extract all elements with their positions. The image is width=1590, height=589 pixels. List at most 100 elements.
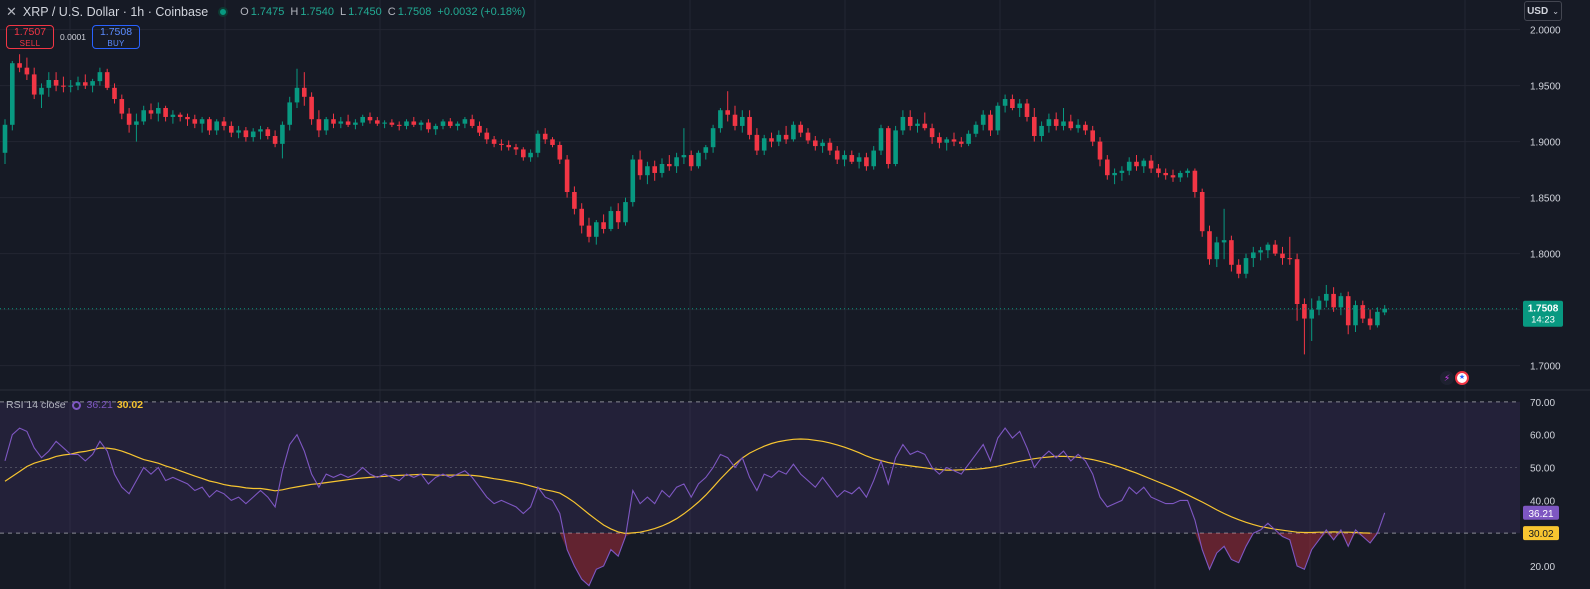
candle-body: [1134, 161, 1139, 167]
candle-body: [1061, 121, 1066, 126]
candle-body: [46, 80, 52, 88]
candle-body: [1367, 318, 1373, 326]
candle-body: [236, 130, 241, 133]
candle-body: [827, 142, 833, 151]
candle-body: [294, 87, 300, 103]
candle-body: [287, 102, 292, 125]
candle-body: [820, 142, 825, 147]
candle-body: [1112, 172, 1117, 176]
currency-label: USD: [1527, 5, 1549, 17]
rsi-ma-legend-value: 30.02: [116, 399, 144, 411]
us-flag-icon[interactable]: ★: [1455, 371, 1469, 385]
candle-body: [681, 155, 687, 158]
candle-body: [594, 222, 599, 237]
candle-body: [396, 124, 402, 126]
rsi-value-label: 36.21: [1528, 509, 1553, 520]
candle-body: [834, 150, 840, 160]
rsi-tick-label: 40.00: [1530, 496, 1555, 507]
candle-body: [280, 124, 285, 144]
candle-body: [645, 166, 650, 176]
close-icon[interactable]: ✕: [6, 4, 17, 19]
candle-body: [761, 138, 767, 151]
candle-body: [1199, 192, 1205, 232]
candle-body: [411, 121, 417, 125]
rsi-value-tag: [1523, 505, 1559, 520]
candle-body: [878, 128, 884, 151]
candle-body: [1353, 305, 1358, 326]
candle-body: [1156, 168, 1161, 173]
candle-body: [440, 121, 446, 126]
rsi-title[interactable]: RSI 14 close: [6, 399, 66, 411]
candle-body: [214, 121, 219, 131]
lightning-icon[interactable]: ⚡: [1440, 371, 1454, 385]
candle-body: [652, 166, 657, 173]
trade-panel: 1.7507 SELL 0.0001 1.7508 BUY: [6, 24, 140, 50]
candle-body: [199, 119, 205, 124]
rsi-tick-label: 20.00: [1530, 562, 1555, 573]
candle-body: [360, 116, 365, 123]
candle-body: [156, 108, 161, 114]
low-label: L: [340, 6, 347, 18]
candle-body: [367, 116, 373, 121]
sell-button[interactable]: 1.7507 SELL: [6, 25, 54, 49]
open-value: 1.7475: [250, 6, 285, 18]
candle-body: [375, 120, 380, 124]
candle-body: [564, 159, 570, 192]
candle-body: [1192, 170, 1198, 192]
candle-body: [637, 159, 643, 176]
candle-body: [630, 159, 636, 203]
rsi-pane: [0, 401, 1520, 587]
candle-body: [842, 155, 847, 160]
candle-body: [1243, 258, 1249, 274]
candle-body: [258, 129, 263, 132]
candle-body: [521, 149, 526, 158]
rsi-settings-icon[interactable]: [71, 400, 81, 410]
candle-body: [1331, 293, 1336, 308]
candle-body: [1345, 296, 1351, 326]
countdown-label: 14:23: [1531, 315, 1555, 326]
rsi-tick-label: 70.00: [1530, 398, 1555, 409]
price-axis[interactable]: 1.70001.75001.80001.85001.90001.95002.00…: [1523, 26, 1563, 573]
candle-body: [615, 211, 621, 223]
market-status-icon[interactable]: [218, 7, 229, 17]
symbol-title[interactable]: XRP / U.S. Dollar · 1h · Coinbase: [22, 5, 209, 19]
candle-body: [1083, 124, 1088, 131]
candle-body: [331, 119, 336, 124]
candle-body: [783, 134, 789, 140]
candle-body: [1316, 300, 1322, 310]
candle-body: [959, 141, 964, 144]
candle-body: [1258, 250, 1263, 253]
candle-body: [725, 110, 730, 115]
candle-body: [929, 128, 935, 138]
candle-body: [1105, 159, 1110, 176]
buy-button[interactable]: 1.7508 BUY: [92, 25, 140, 49]
currency-select[interactable]: USD ⌄: [1524, 1, 1562, 21]
candle-body: [659, 164, 665, 173]
high-value: 1.7540: [300, 6, 334, 18]
candle-body: [1097, 141, 1103, 160]
candle-body: [462, 119, 468, 124]
candle-body: [1119, 170, 1125, 173]
candle-body: [448, 121, 453, 126]
candle-body: [528, 152, 533, 158]
price-tick-label: 1.7000: [1530, 362, 1561, 373]
candle-body: [119, 99, 125, 114]
candle-body: [623, 202, 628, 223]
candle-body: [849, 155, 855, 162]
price-tick-label: 2.0000: [1530, 26, 1561, 37]
price-tick-label: 1.8000: [1530, 250, 1561, 261]
candle-body: [1375, 311, 1380, 326]
rsi-legend: RSI 14 close 36.21 30.02: [6, 398, 143, 412]
candle-body: [1068, 121, 1074, 129]
candle-body: [1141, 160, 1147, 167]
candle-body: [272, 136, 278, 144]
candle-body: [1039, 125, 1044, 136]
candle-body: [710, 128, 716, 148]
buy-price: 1.7508: [99, 26, 133, 38]
candle-body: [542, 133, 548, 140]
candle-body: [426, 122, 431, 130]
price-tick-label: 1.9000: [1530, 138, 1561, 149]
candle-body: [732, 114, 738, 126]
candle-body: [1302, 304, 1307, 319]
